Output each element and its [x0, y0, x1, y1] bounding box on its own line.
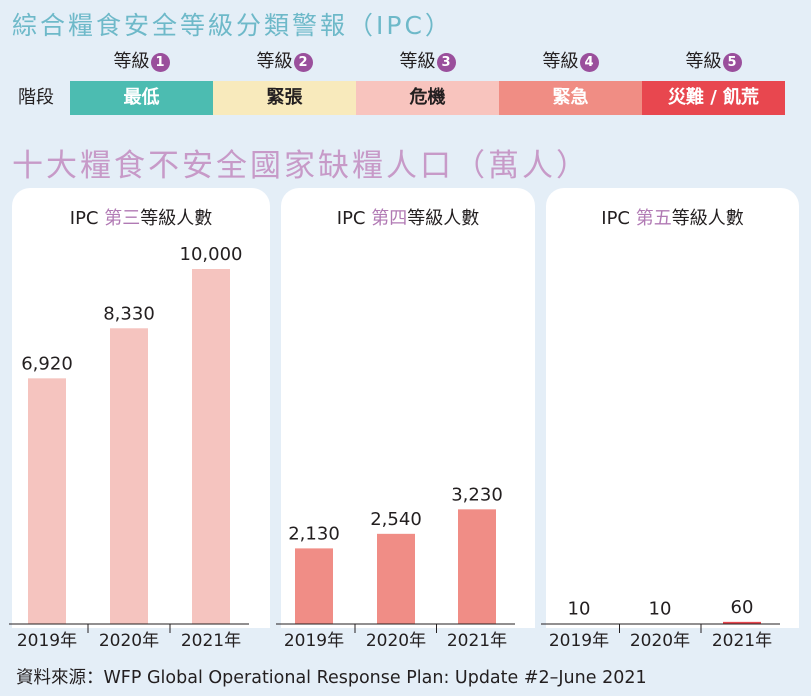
chart-title-highlight: 第五 [635, 208, 672, 229]
value-label: 3,230 [451, 484, 503, 505]
level-label: 等級 [685, 51, 722, 72]
value-label: 6,920 [21, 353, 73, 374]
stage-cell-minimal: 最低 [70, 81, 213, 115]
level-4-heading: 等級 4 [499, 50, 642, 74]
chart-title-prefix: IPC [336, 208, 372, 229]
chart-panel-ipc5: IPC 第五等級人數 [546, 188, 799, 628]
bar-2021年 [192, 269, 230, 624]
value-label: 2,540 [370, 509, 422, 530]
section-title: 十大糧食不安全國家缺糧人口（萬人） [12, 148, 590, 184]
category-label: 2019年 [284, 631, 344, 651]
chart-title: IPC 第四等級人數 [281, 204, 535, 230]
level-label: 等級 [399, 51, 436, 72]
level-2-heading: 等級 2 [213, 50, 356, 74]
value-label: 10,000 [180, 244, 243, 265]
level-label: 等級 [542, 51, 579, 72]
category-label: 2021年 [712, 631, 772, 651]
chart-title-prefix: IPC [69, 208, 105, 229]
level-1-heading: 等級 1 [70, 50, 213, 74]
level-5-heading: 等級 5 [642, 50, 785, 74]
bar-2020年 [110, 328, 148, 624]
level-number-badge: 2 [293, 53, 313, 72]
value-label: 10 [568, 599, 591, 620]
chart-title-prefix: IPC [601, 208, 636, 229]
level-number-badge: 1 [150, 53, 170, 72]
ipc-level-scale: 等級 1 等級 2 等級 3 等級 4 等級 5 階段 最低 緊張 危機 緊急 災難 / … [0, 50, 811, 116]
source-note: 資料來源：WFP Global Operational Response Pla… [16, 668, 647, 688]
level-label: 等級 [256, 51, 293, 72]
bar-2019年 [295, 548, 333, 624]
chart-title: IPC 第五等級人數 [546, 204, 799, 230]
bar-2019年 [28, 378, 66, 624]
value-label: 8,330 [103, 303, 155, 324]
category-label: 2020年 [366, 631, 426, 651]
category-label: 2019年 [549, 631, 609, 651]
header-title: 綜合糧食安全等級分類警報（IPC） [12, 11, 453, 40]
chart-title-suffix: 等級人數 [407, 208, 480, 229]
chart-title-highlight: 第三 [104, 208, 141, 229]
chart-title: IPC 第三等級人數 [12, 204, 270, 230]
category-label: 2020年 [99, 631, 159, 651]
value-label: 60 [731, 597, 754, 618]
level-3-heading: 等級 3 [356, 50, 499, 74]
category-label: 2021年 [447, 631, 507, 651]
category-label: 2019年 [17, 631, 77, 651]
bar-2021年 [458, 509, 496, 624]
level-number-badge: 4 [579, 53, 599, 72]
value-label: 10 [649, 599, 672, 620]
category-label: 2021年 [181, 631, 241, 651]
chart-title-suffix: 等級人數 [140, 208, 213, 229]
bar-2021年 [723, 621, 761, 624]
chart-title-highlight: 第四 [371, 208, 408, 229]
level-label: 等級 [113, 51, 150, 72]
stage-cell-crisis: 危機 [356, 81, 499, 115]
stage-cell-famine: 災難 / 飢荒 [642, 81, 785, 115]
category-label: 2020年 [630, 631, 690, 651]
bar-2020年 [377, 533, 415, 624]
stage-cell-stressed: 緊張 [213, 81, 356, 115]
chart-title-suffix: 等級人數 [671, 208, 744, 229]
level-number-badge: 5 [722, 53, 742, 72]
stage-label: 階段 [18, 87, 54, 108]
level-number-badge: 3 [436, 53, 456, 72]
value-label: 2,130 [288, 523, 340, 544]
stage-cell-emergency: 緊急 [499, 81, 642, 115]
